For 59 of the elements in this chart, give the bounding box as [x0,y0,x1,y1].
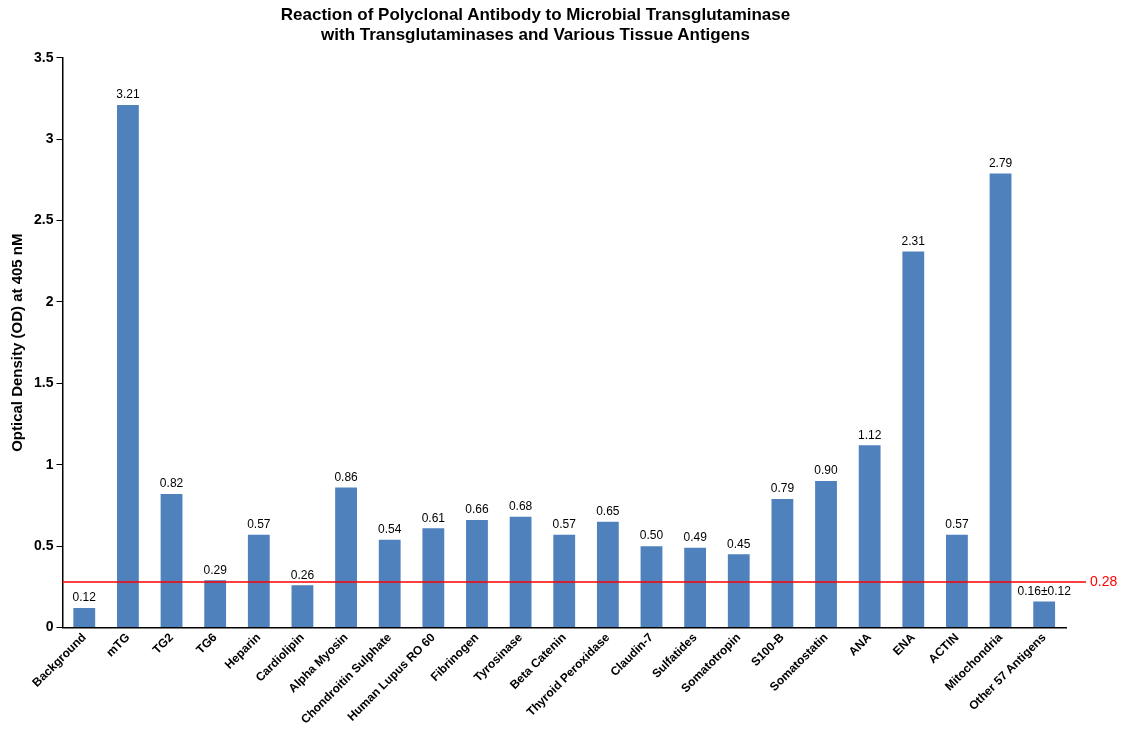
bar [815,481,837,628]
x-tick-label: TG2 [149,629,177,657]
y-axis-title: Optical Density (OD) at 405 nM [8,233,26,452]
bar [73,608,96,628]
data-label: 0.61 [421,510,446,525]
y-tick-label: 0.5 [33,537,54,554]
bar [291,585,314,628]
bar [596,521,619,628]
data-label: 0.45 [727,536,751,551]
bar [640,546,663,628]
data-label: 0.57 [945,517,969,532]
bar [684,547,707,628]
bar [553,534,576,628]
bar [335,487,357,628]
bar [902,251,925,628]
data-label: 0.79 [770,481,795,496]
data-label: 0.16±0.12 [1017,583,1072,598]
data-label: 0.86 [334,469,359,484]
bar [946,534,968,628]
data-label: 0.57 [552,517,577,532]
data-label: 0.65 [596,504,620,519]
data-label: 0.82 [159,476,184,491]
data-label: 0.90 [814,463,839,478]
y-tick-label: 2 [45,292,54,309]
data-label: 0.54 [378,521,402,536]
bar [204,580,227,628]
data-label: 3.21 [116,87,140,102]
bar [509,516,532,628]
y-tick-label: 0 [45,618,54,635]
bar [117,105,139,628]
bar [466,520,488,628]
data-label: 0.66 [465,502,489,517]
data-label: 0.12 [72,590,97,605]
data-label: 1.12 [857,427,882,442]
y-tick-label: 1 [45,455,54,472]
bar [378,539,401,628]
bar [858,445,881,628]
data-label: 0.26 [290,567,315,582]
y-tick-label: 3 [45,130,54,147]
chart-title: Reaction of Polyclonal Antibody to Microbial Transglutaminase with Transglutaminases and Various Tissue Antigens [280,4,791,45]
bar [727,554,750,628]
y-tick-label: 1.5 [33,374,54,391]
bar [422,528,445,628]
bar [1033,601,1056,628]
data-label: 0.57 [247,517,271,532]
ref-line-label: 0.28 [1090,572,1118,589]
bar [989,173,1012,628]
data-label: 2.79 [988,155,1013,170]
y-tick-label: 2.5 [33,211,54,228]
data-label: 0.50 [639,528,664,543]
data-label: 0.49 [683,530,708,545]
data-label: 2.31 [901,233,926,248]
bar [160,494,183,628]
bar [247,534,270,628]
x-tick-label: TG6 [193,629,220,657]
bar [771,498,794,628]
data-label: 0.29 [203,562,228,577]
y-tick-label: 3.5 [33,48,54,65]
data-label: 0.68 [508,499,533,514]
